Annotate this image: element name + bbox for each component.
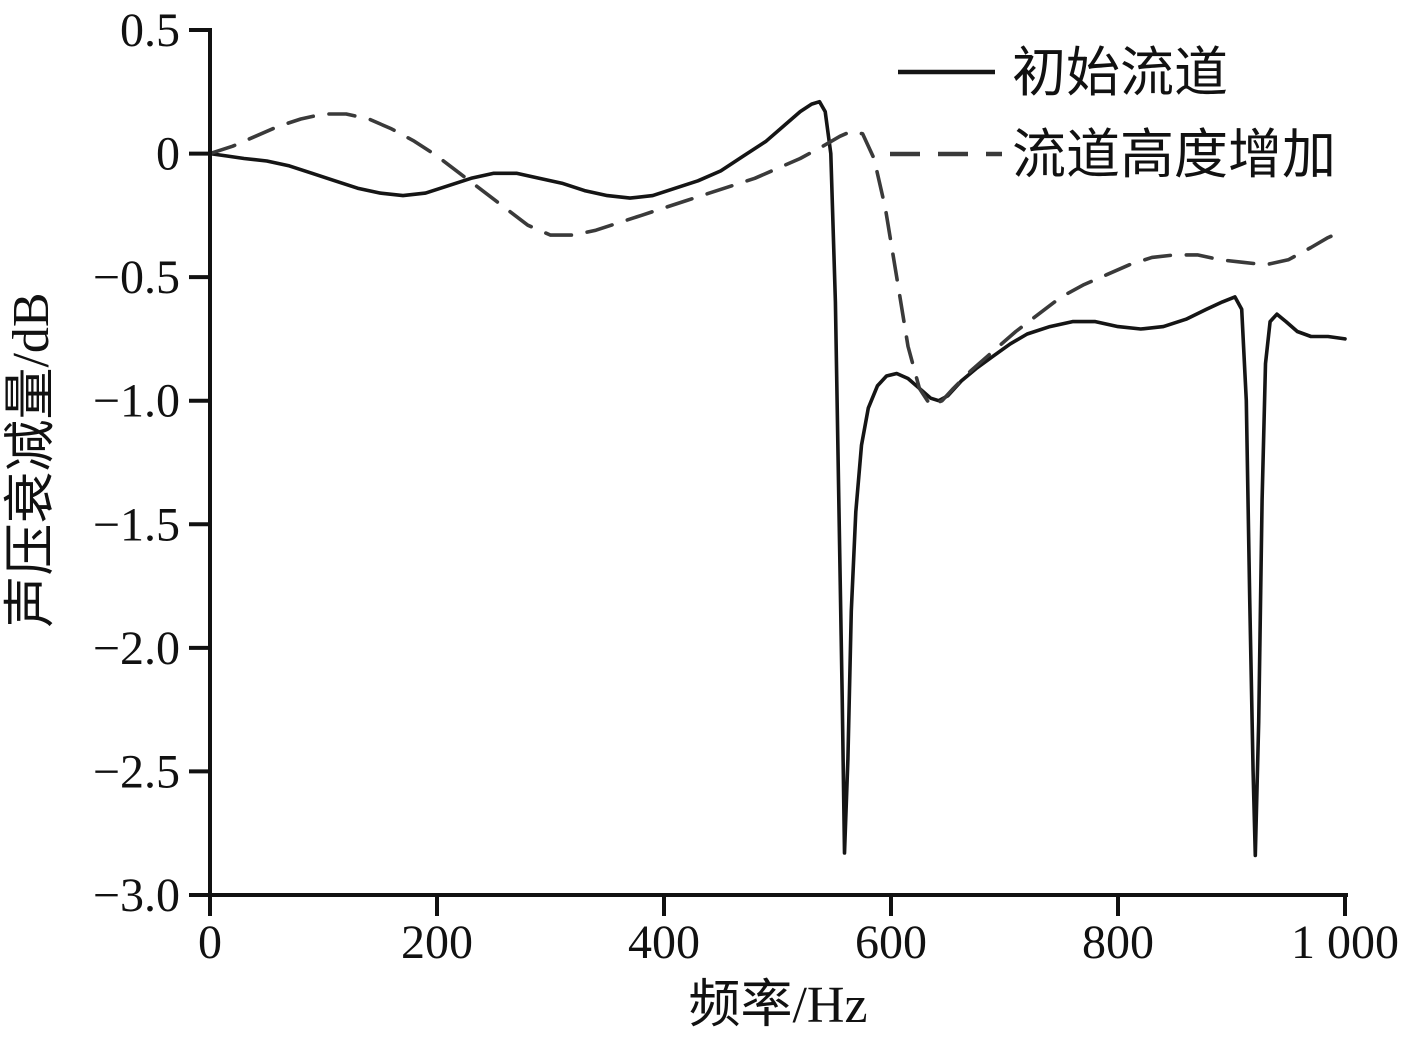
- x-tick-label: 200: [401, 916, 473, 969]
- x-tick-label: 0: [198, 916, 222, 969]
- legend-label-dashed: 流道高度增加: [1012, 125, 1336, 185]
- series-line-solid: [208, 99, 1347, 858]
- y-tick-label: −2.5: [93, 745, 180, 798]
- y-tick-label: −2.0: [93, 622, 180, 675]
- axis-ticks: 0 200 400 600 800 1 000 0.5 0 −0.5 −1.0 −1.5 −2.0 −2…: [93, 4, 1399, 969]
- legend-label-solid: 初始流道: [1012, 43, 1228, 103]
- y-axis-label: 声压衰减量/dB: [3, 292, 60, 627]
- x-tick-label: 1 000: [1291, 916, 1399, 969]
- plot-series: [208, 99, 1347, 858]
- legend: 初始流道 流道高度增加: [890, 43, 1336, 185]
- x-tick-label: 800: [1082, 916, 1154, 969]
- series-line-dashed: [208, 112, 1347, 408]
- y-tick-label: −3.0: [93, 869, 180, 922]
- x-tick-label: 600: [855, 916, 927, 969]
- y-tick-label: 0.5: [120, 4, 180, 57]
- y-tick-label: −1.0: [93, 375, 180, 428]
- y-tick-label: 0: [156, 128, 180, 181]
- y-tick-label: −0.5: [93, 251, 180, 304]
- x-tick-label: 400: [628, 916, 700, 969]
- y-tick-label: −1.5: [93, 498, 180, 551]
- x-axis-label: 频率/Hz: [688, 977, 867, 1034]
